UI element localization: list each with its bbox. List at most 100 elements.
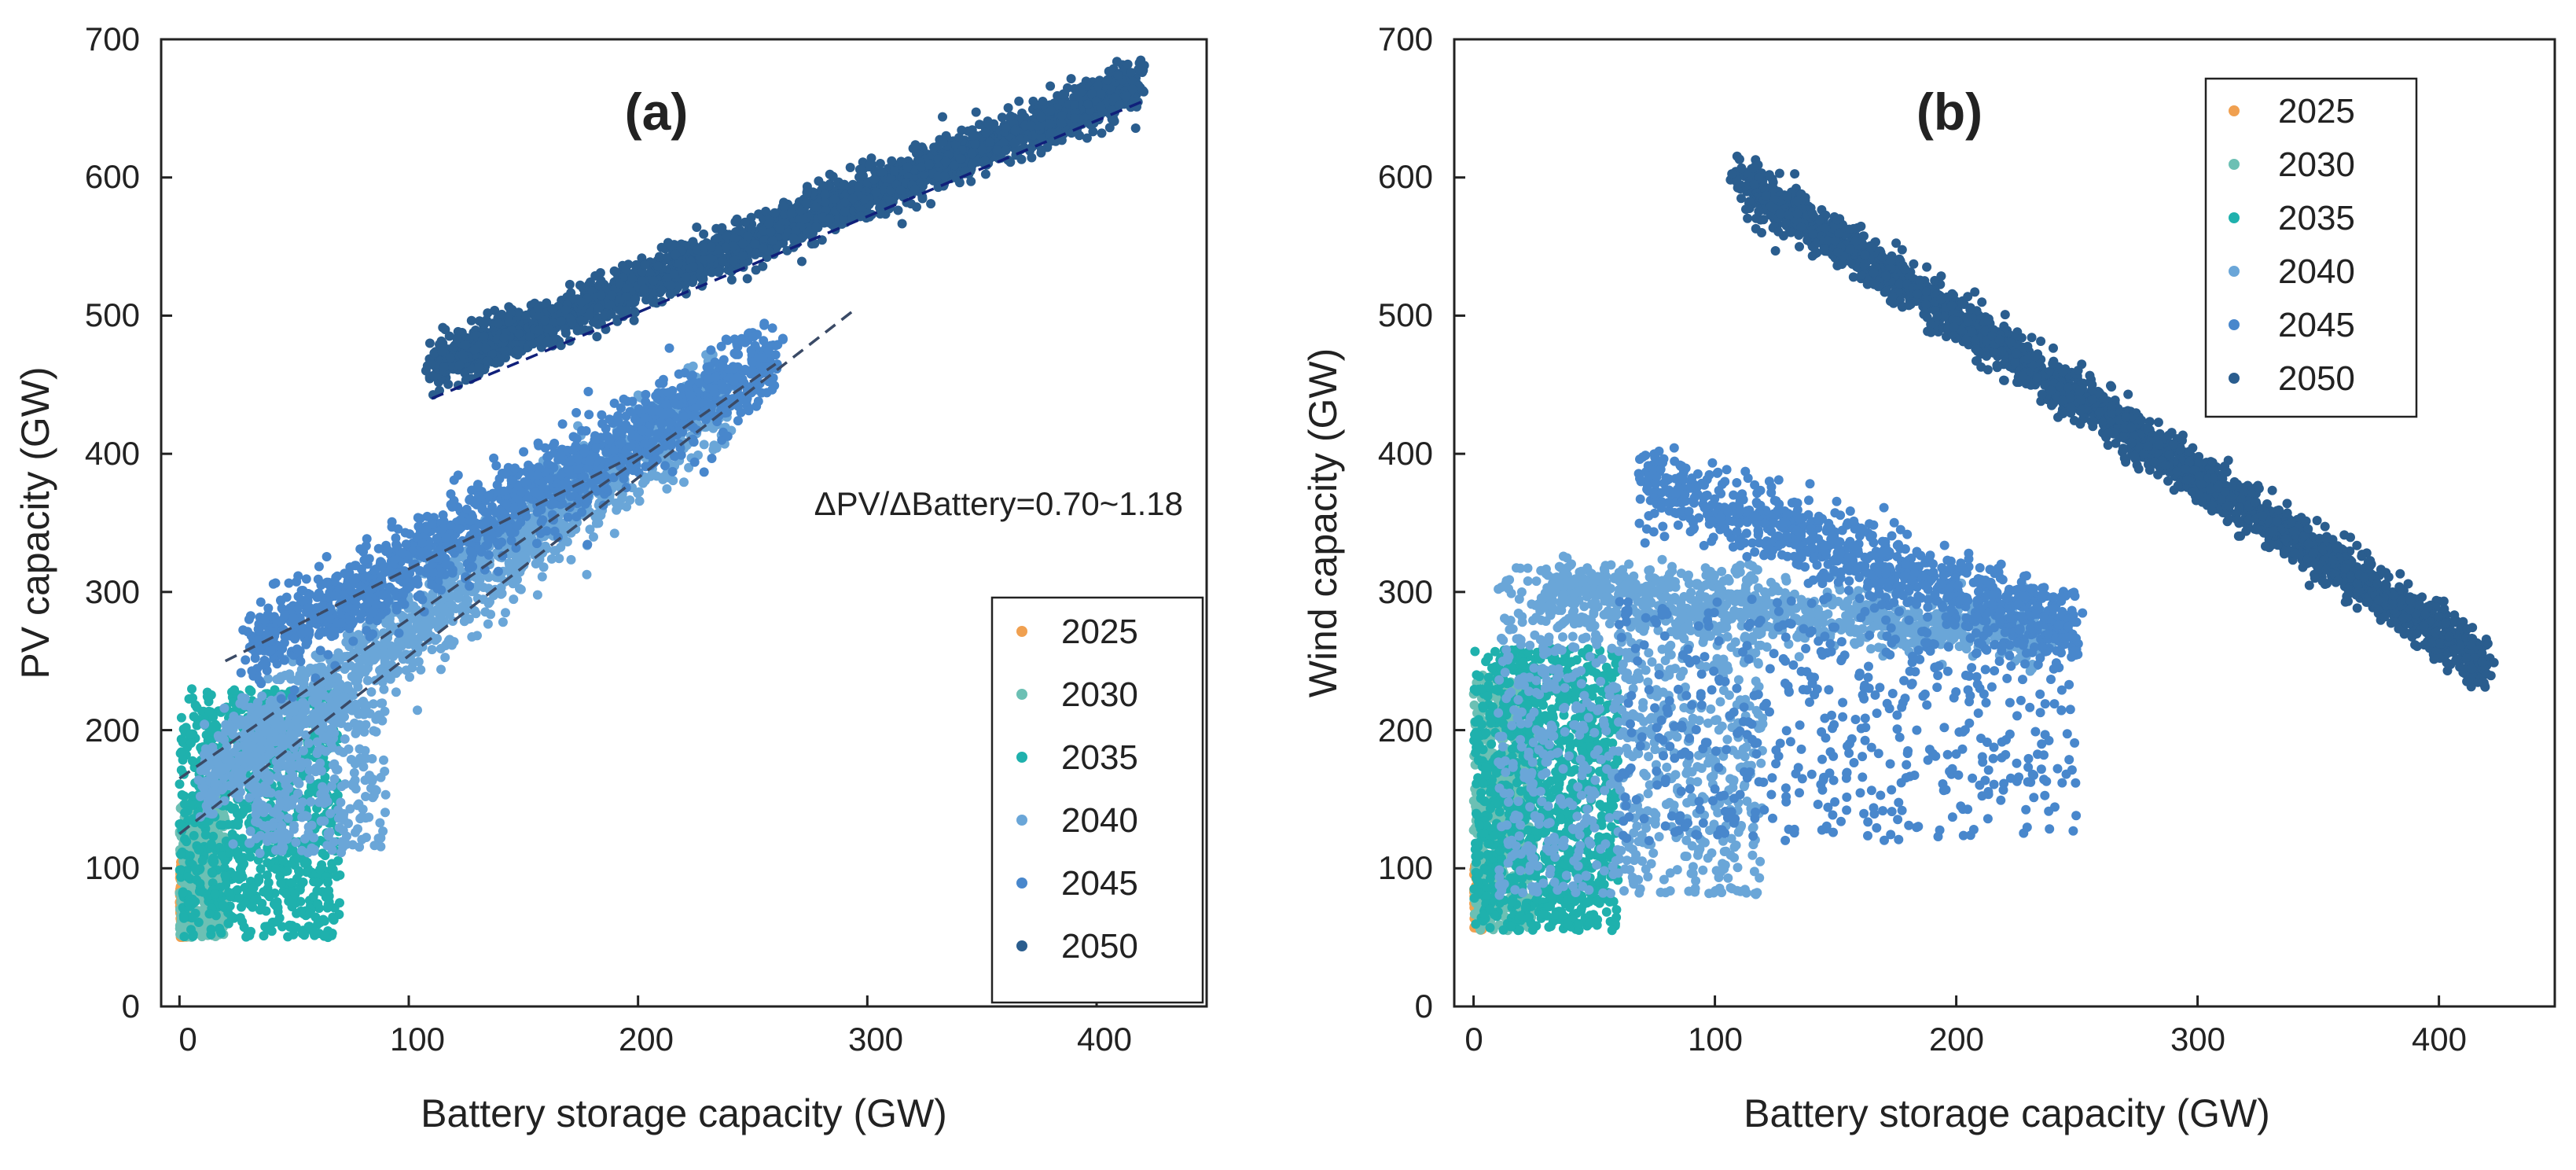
- data-point: [394, 628, 404, 638]
- data-point: [556, 542, 566, 552]
- data-point: [485, 597, 494, 607]
- data-point: [380, 706, 390, 716]
- data-point: [245, 826, 255, 837]
- data-point: [215, 761, 225, 771]
- data-point: [190, 700, 200, 710]
- data-point: [708, 444, 718, 454]
- data-point: [178, 888, 188, 898]
- data-point: [358, 762, 369, 772]
- data-point: [741, 396, 751, 407]
- data-point: [496, 589, 506, 599]
- data-point: [518, 553, 528, 563]
- data-point: [304, 627, 314, 637]
- data-point: [204, 706, 214, 716]
- data-point: [182, 872, 193, 882]
- data-point: [752, 329, 763, 340]
- data-point: [445, 635, 454, 645]
- data-point: [513, 521, 523, 531]
- data-point: [308, 696, 318, 706]
- data-point: [355, 645, 366, 655]
- data-point: [370, 653, 380, 663]
- data-point: [244, 740, 254, 749]
- data-point: [248, 783, 258, 793]
- data-point: [369, 841, 380, 851]
- data-point: [380, 789, 391, 800]
- data-point: [241, 932, 252, 942]
- data-point: [273, 763, 283, 774]
- data-point: [668, 476, 678, 486]
- data-point: [759, 318, 770, 329]
- data-point: [722, 431, 733, 441]
- data-point: [228, 839, 238, 849]
- data-point: [481, 516, 491, 526]
- data-point: [333, 648, 344, 658]
- data-point: [315, 614, 325, 624]
- data-point: [208, 742, 218, 752]
- data-point: [296, 845, 307, 855]
- data-point: [427, 645, 437, 655]
- data-point: [604, 414, 615, 425]
- data-point: [289, 794, 299, 804]
- data-point: [368, 606, 378, 616]
- data-point: [627, 396, 638, 407]
- data-point: [335, 898, 344, 908]
- data-point: [350, 561, 360, 571]
- data-point: [338, 747, 348, 757]
- data-point: [516, 584, 526, 594]
- data-point: [662, 484, 672, 494]
- data-point: [268, 627, 278, 638]
- data-point: [519, 447, 529, 457]
- data-point: [297, 797, 307, 808]
- data-point: [663, 388, 674, 398]
- data-point: [303, 637, 313, 647]
- data-point: [471, 533, 481, 543]
- data-point: [193, 918, 204, 927]
- data-point: [658, 473, 668, 482]
- data-point: [351, 827, 360, 837]
- data-point: [206, 839, 216, 849]
- data-point: [585, 524, 595, 535]
- data-point: [532, 590, 542, 600]
- data-point: [187, 756, 197, 766]
- data-point: [706, 345, 716, 355]
- data-point: [694, 377, 704, 388]
- data-point: [716, 341, 726, 351]
- data-point: [264, 771, 274, 782]
- data-point: [717, 379, 727, 388]
- data-point: [238, 625, 248, 635]
- data-point: [506, 528, 516, 538]
- data-point: [294, 778, 304, 789]
- data-point: [320, 734, 330, 744]
- data-point: [245, 852, 255, 862]
- data-point: [281, 889, 292, 899]
- data-point: [510, 463, 520, 473]
- data-point: [501, 608, 510, 618]
- data-point: [178, 755, 188, 765]
- data-point: [468, 561, 478, 572]
- data-point: [193, 844, 204, 855]
- data-point: [259, 616, 270, 625]
- data-point: [403, 624, 413, 634]
- data-point: [197, 855, 208, 866]
- data-point: [380, 767, 390, 776]
- data-point: [182, 837, 192, 847]
- data-point: [477, 503, 487, 513]
- data-point: [461, 504, 472, 514]
- data-point: [617, 426, 627, 436]
- data-point: [306, 782, 316, 792]
- data-point: [252, 635, 263, 646]
- data-point: [226, 756, 237, 767]
- data-point: [276, 833, 286, 843]
- data-point: [586, 478, 596, 488]
- data-point: [282, 866, 292, 876]
- data-point: [571, 434, 582, 444]
- data-point: [396, 642, 406, 651]
- data-point: [753, 396, 763, 407]
- data-point: [361, 700, 371, 710]
- data-point: [584, 410, 594, 420]
- data-point: [613, 417, 623, 427]
- data-point: [223, 819, 233, 830]
- data-point: [679, 477, 689, 488]
- data-point: [354, 709, 364, 719]
